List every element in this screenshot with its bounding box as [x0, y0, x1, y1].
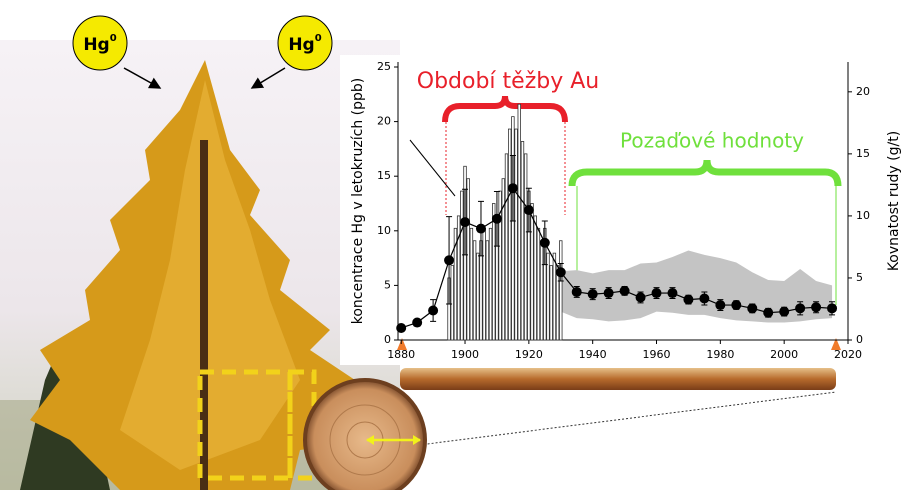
hg-point: [492, 214, 502, 224]
ore-bar: [483, 228, 486, 340]
hg-point: [731, 300, 741, 310]
hg-point: [428, 306, 438, 316]
hg-point: [827, 303, 837, 313]
ore-bar: [524, 154, 527, 340]
y-tick-label: 5: [384, 278, 391, 291]
y2-tick-label: 5: [856, 271, 863, 284]
y2-tick-label: 15: [856, 147, 870, 160]
wood-core: [400, 368, 836, 390]
hg-point: [540, 238, 550, 248]
ore-bar: [489, 228, 492, 340]
y-tick-label: 10: [377, 224, 391, 237]
hg-point: [572, 287, 582, 297]
hg-point: [715, 300, 725, 310]
hg-base: Hg: [83, 35, 109, 55]
hg-point: [747, 303, 757, 313]
x-tick-label: 1900: [451, 348, 479, 361]
hg-point: [508, 183, 518, 193]
ore-bar: [476, 253, 479, 340]
x-tick-label: 2020: [834, 348, 862, 361]
y-tick-label: 25: [377, 60, 391, 73]
ore-bar: [553, 253, 556, 340]
hg-sup: 0: [110, 33, 117, 44]
hg-point: [556, 267, 566, 277]
ore-bar: [467, 179, 470, 340]
hg-point: [795, 303, 805, 313]
ore-bar: [518, 104, 521, 340]
hg-point: [620, 286, 630, 296]
hg-point: [604, 288, 614, 298]
hg-point: [652, 288, 662, 298]
ore-bar: [534, 216, 537, 340]
ore-bar: [547, 253, 550, 340]
ore-bar: [502, 179, 505, 340]
figure: Hg0 Hg0 koncentrace Hg v letokruzích (pp…: [0, 0, 904, 490]
ore-bar: [492, 204, 495, 341]
x-tick-label: 1920: [515, 348, 543, 361]
connector: [380, 392, 836, 450]
hg-point: [588, 289, 598, 299]
y-tick-label: 20: [377, 115, 391, 128]
hg-point: [811, 302, 821, 312]
y2-axis-label: Kovnatost rudy (g/t): [886, 131, 902, 271]
y-tick-label: 0: [384, 333, 391, 346]
hg-base: Hg: [288, 35, 314, 55]
y2-tick-label: 10: [856, 209, 870, 222]
y-tick-label: 15: [377, 169, 391, 182]
hg-point: [763, 308, 773, 318]
hg-point: [683, 295, 693, 305]
ore-bar: [470, 228, 473, 340]
hg-point: [699, 294, 709, 304]
hg-point: [667, 288, 677, 298]
x-tick-label: 1880: [387, 348, 415, 361]
y2-tick-label: 20: [856, 85, 870, 98]
ore-bar: [559, 241, 562, 340]
hg-sup: 0: [315, 33, 322, 44]
annotation: Pozaďové hodnoty: [620, 129, 804, 153]
ore-bar: [550, 266, 553, 340]
hg-point: [396, 323, 406, 333]
x-tick-label: 2000: [770, 348, 798, 361]
x-tick-label: 1980: [706, 348, 734, 361]
hg-point: [444, 255, 454, 265]
x-tick-label: 1940: [579, 348, 607, 361]
ore-bar: [508, 129, 511, 340]
ore-bar: [540, 241, 543, 340]
ore-bar: [521, 141, 524, 340]
ore-bar: [512, 117, 515, 340]
ore-bar: [451, 266, 454, 340]
ore-bar: [537, 228, 540, 340]
hg-point: [460, 217, 470, 227]
y-axis-label: koncentrace Hg v letokruzích (ppb): [350, 78, 366, 325]
ore-bar: [505, 154, 508, 340]
hg-point: [476, 224, 486, 234]
ore-bar: [461, 191, 464, 340]
hg-point: [779, 307, 789, 317]
ore-bar: [531, 204, 534, 341]
tree-slice: [305, 380, 425, 490]
hg-point: [524, 205, 534, 215]
ore-bar: [515, 129, 518, 340]
ore-bar: [486, 241, 489, 340]
x-tick-label: 1960: [643, 348, 671, 361]
annotation: Období těžby Au: [417, 69, 599, 94]
ore-bar: [473, 241, 476, 340]
hg-point: [636, 292, 646, 302]
y2-tick-label: 0: [856, 333, 863, 346]
hg-point: [412, 318, 422, 328]
